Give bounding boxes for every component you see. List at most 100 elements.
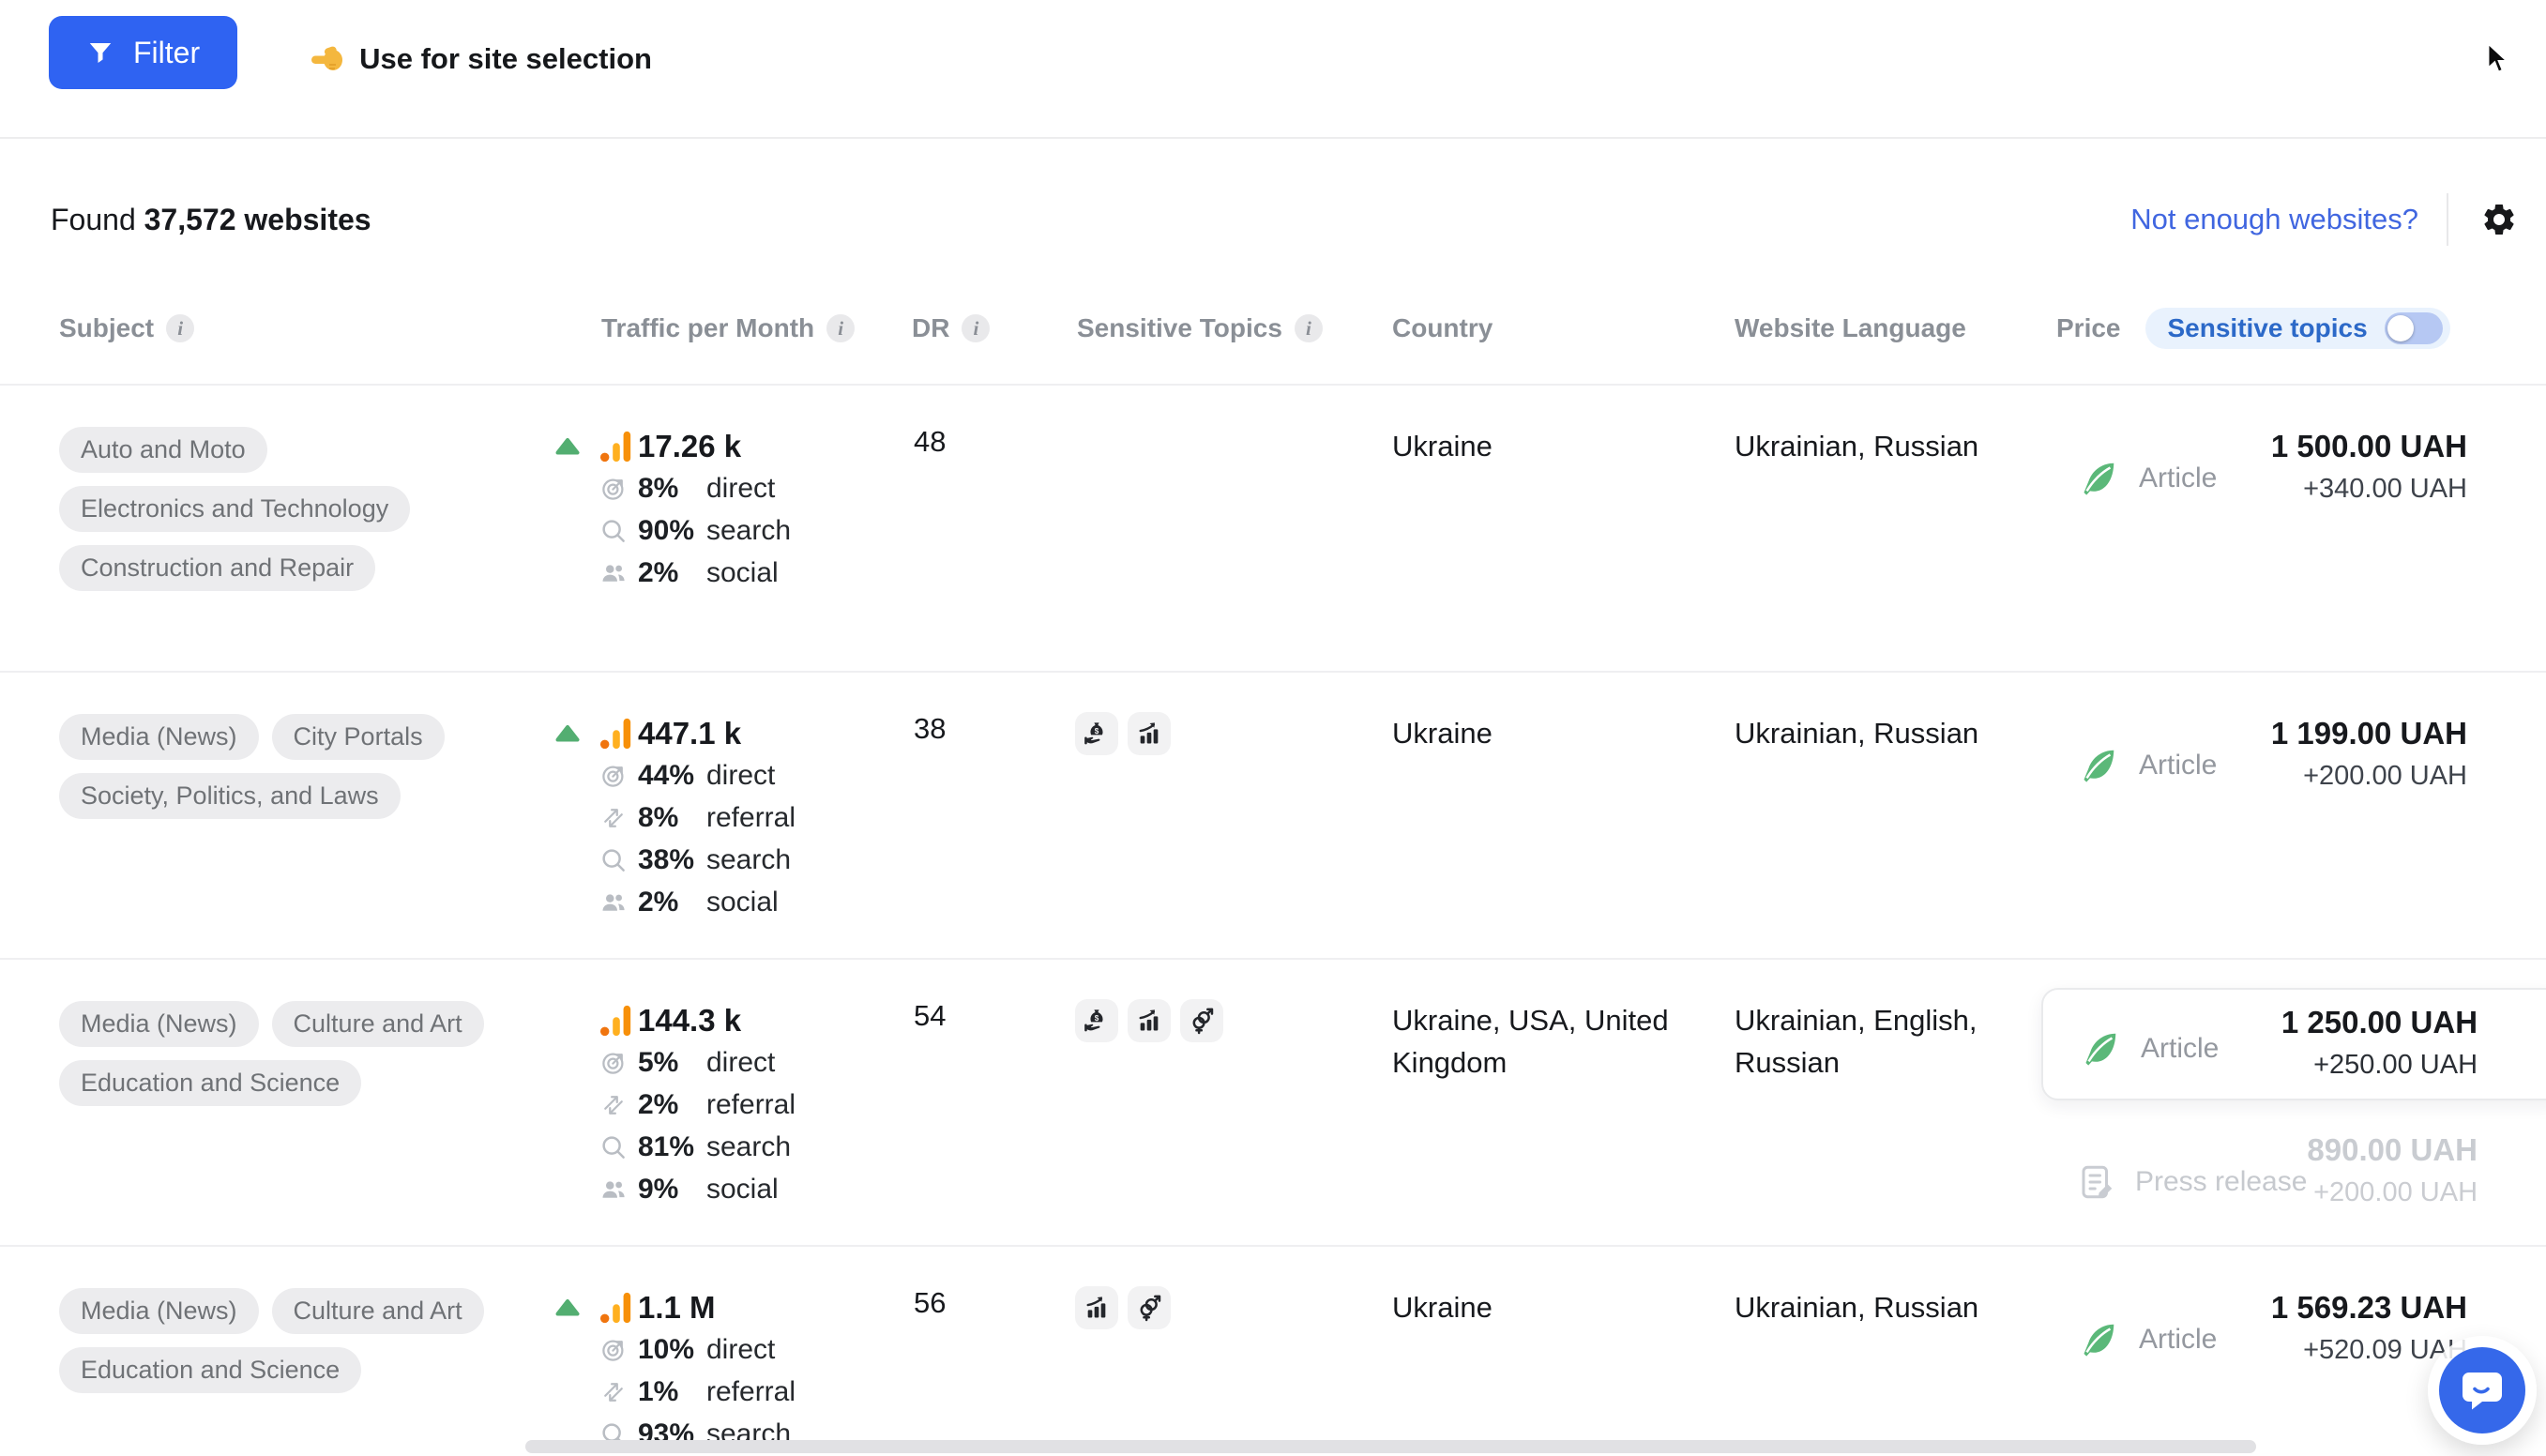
trend-up-icon xyxy=(555,1298,599,1317)
info-icon[interactable]: i xyxy=(962,314,991,342)
horizontal-scrollbar[interactable] xyxy=(525,1440,2256,1453)
press-release-icon xyxy=(2077,1162,2116,1202)
offer-price: 890.00 UAH xyxy=(2307,1132,2478,1167)
settings-button[interactable] xyxy=(2477,197,2522,242)
adult-dating-icon xyxy=(1128,1286,1171,1329)
traffic-source-pct: 8% xyxy=(638,472,679,504)
traffic-source-line: 8% referral xyxy=(599,796,904,839)
press-release-offer[interactable]: Press release 890.00 UAH +200.00 UAH xyxy=(2041,1129,2478,1213)
article-offer[interactable]: Article 1 569.23 UAH +520.09 UAH xyxy=(2041,1286,2467,1371)
traffic-source-pct: 44% xyxy=(638,759,695,791)
sensitive-topics-cell: $ xyxy=(1069,712,1385,958)
traffic-source-line: 2% social xyxy=(599,881,904,923)
table-row: Media (News) Culture and Art Education a… xyxy=(0,958,2546,1245)
toggle-switch[interactable] xyxy=(2384,312,2443,344)
info-icon[interactable]: i xyxy=(166,314,195,342)
article-offer[interactable]: Article 1 500.00 UAH +340.00 UAH xyxy=(2041,425,2467,509)
chat-bubble-icon xyxy=(2439,1347,2525,1433)
language-cell: Ukrainian, English, Russian xyxy=(1735,1004,1978,1079)
referral-icon xyxy=(599,1378,638,1406)
traffic-cell: 144.3 k 5% direct 2% referral xyxy=(555,999,904,1245)
social-icon xyxy=(599,559,638,587)
table-row: Auto and Moto Electronics and Technology… xyxy=(0,384,2546,671)
traffic-source-line: 2% social xyxy=(599,552,904,594)
traffic-source-pct: 8% xyxy=(638,801,679,833)
traffic-source-pct: 2% xyxy=(638,556,679,588)
offer-price: 1 569.23 UAH xyxy=(2270,1290,2467,1325)
traffic-source-line: 1% referral xyxy=(599,1371,904,1413)
filter-button[interactable]: Filter xyxy=(49,16,238,89)
price-header-label: Price xyxy=(2056,313,2121,342)
article-offer-selected[interactable]: Article 1 250.00 UAH +250.00 UAH xyxy=(2041,988,2546,1100)
search-icon xyxy=(599,1133,638,1161)
subject-header-label: Subject xyxy=(59,313,155,342)
trend-up-icon xyxy=(555,437,599,456)
subject-tag: Construction and Repair xyxy=(59,545,376,591)
feather-icon xyxy=(2077,457,2120,500)
offer-prices: 1 199.00 UAH +200.00 UAH xyxy=(2271,712,2467,796)
traffic-source-label: referral xyxy=(706,1088,796,1120)
country-cell: Ukraine xyxy=(1392,430,1493,463)
offer-label: Article xyxy=(2139,1324,2218,1355)
traffic-source-pct: 2% xyxy=(638,1088,679,1120)
found-prefix: Found xyxy=(51,202,136,236)
chat-widget-button[interactable] xyxy=(2428,1336,2537,1445)
language-header-label: Website Language xyxy=(1735,313,1966,342)
offer-price: 1 500.00 UAH xyxy=(2270,429,2467,463)
subject-tag: Culture and Art xyxy=(271,1288,484,1334)
subject-tags: Media (News) City Portals Society, Polit… xyxy=(49,712,555,958)
traffic-total-line: 447.1 k xyxy=(555,712,904,754)
subject-tag: Education and Science xyxy=(59,1060,362,1106)
svg-text:$: $ xyxy=(1095,727,1099,736)
article-offer[interactable]: Article 1 199.00 UAH +200.00 UAH xyxy=(2041,712,2467,796)
traffic-source-label: search xyxy=(706,1130,792,1162)
referral-icon xyxy=(599,804,638,832)
traffic-source-label: direct xyxy=(706,472,776,504)
investments-trading-icon xyxy=(1128,712,1171,755)
filter-button-label: Filter xyxy=(133,35,201,69)
info-icon[interactable]: i xyxy=(1294,314,1323,342)
offer-commission: +340.00 UAH xyxy=(2303,474,2467,504)
info-icon[interactable]: i xyxy=(826,314,856,342)
table-header-row: Subject i Traffic per Month i DR i Sensi… xyxy=(0,308,2546,349)
social-icon xyxy=(599,888,638,917)
sensitive-topics-toggle[interactable]: Sensitive topics xyxy=(2144,308,2450,349)
traffic-chart-icon xyxy=(599,430,638,463)
offer-type: Article xyxy=(2077,447,2217,509)
column-header-subject: Subject i xyxy=(49,313,555,343)
column-header-language: Website Language xyxy=(1727,313,2041,343)
traffic-source-line: 10% direct xyxy=(599,1328,904,1371)
offer-commission: +200.00 UAH xyxy=(2313,1177,2478,1207)
summary-actions: Not enough websites? xyxy=(2130,193,2522,246)
language-cell: Ukrainian, Russian xyxy=(1735,1291,1979,1324)
offer-label: Article xyxy=(2139,463,2218,493)
offer-type: Press release xyxy=(2077,1151,2307,1213)
price-cell: Article 1 500.00 UAH +340.00 UAH xyxy=(2041,425,2467,671)
offer-commission: +200.00 UAH xyxy=(2303,761,2467,791)
traffic-source-line: 2% referral xyxy=(599,1084,904,1126)
direct-target-icon xyxy=(599,1336,638,1364)
toolbar: Filter Use for site selection xyxy=(0,0,2546,139)
found-count: Found 37,572 websites xyxy=(49,203,371,237)
trend-up-icon xyxy=(555,724,599,743)
traffic-source-line: 8% direct xyxy=(599,467,904,509)
table-row: Media (News) Culture and Art Education a… xyxy=(0,1245,2546,1456)
traffic-total-line: 17.26 k xyxy=(555,425,904,467)
traffic-source-pct: 10% xyxy=(638,1333,695,1365)
not-enough-websites-link[interactable]: Not enough websites? xyxy=(2130,203,2418,235)
loans-finance-icon: $ xyxy=(1075,999,1118,1042)
search-icon xyxy=(599,846,638,874)
offer-commission: +250.00 UAH xyxy=(2313,1050,2478,1080)
traffic-source-pct: 38% xyxy=(638,843,695,875)
column-header-dr: DR i xyxy=(904,313,1069,343)
subject-tag: Society, Politics, and Laws xyxy=(59,773,401,819)
dr-value: 56 xyxy=(914,1286,947,1319)
feather-icon xyxy=(2077,744,2120,787)
subject-tag: Education and Science xyxy=(59,1347,362,1393)
traffic-cell: 17.26 k 8% direct 90% search xyxy=(555,425,904,671)
column-header-traffic: Traffic per Month i xyxy=(555,313,904,343)
traffic-chart-icon xyxy=(599,1291,638,1325)
traffic-value: 17.26 k xyxy=(638,428,742,463)
loans-finance-icon: $ xyxy=(1075,712,1118,755)
